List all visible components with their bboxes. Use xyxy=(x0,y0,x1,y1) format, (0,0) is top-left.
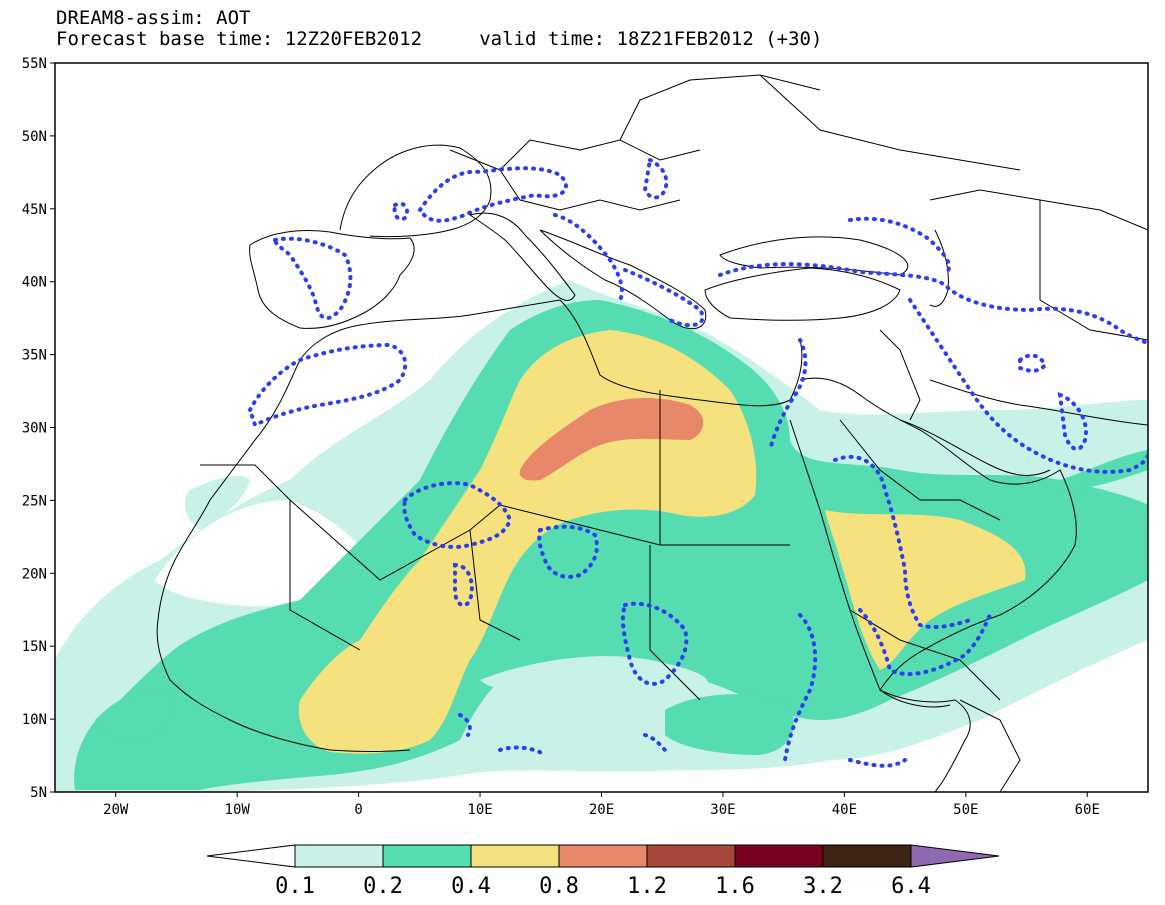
dotted-contour-pyrenees xyxy=(392,201,409,222)
dotted-contour-levant xyxy=(768,338,808,452)
border-saudi xyxy=(839,419,1001,521)
border-iraq-iran xyxy=(879,329,921,421)
colorbar-label: 0.8 xyxy=(539,874,579,899)
lon-tick-label: 10E xyxy=(467,802,492,818)
lon-tick-label: 50E xyxy=(953,802,978,818)
lat-tick-label: 30N xyxy=(22,421,47,437)
dotted-contour-chad xyxy=(643,733,667,752)
border-russia xyxy=(759,74,1021,171)
lat-tick-label: 45N xyxy=(22,202,47,218)
dotted-contour-tibesti xyxy=(453,562,474,608)
dotted-contour-niger-nigeria xyxy=(458,713,472,737)
lat-tick-label: 20N xyxy=(22,566,47,582)
coast-horn-africa xyxy=(879,689,971,792)
coast-italy xyxy=(468,212,576,301)
lon-tick-label: 40E xyxy=(832,802,857,818)
lat-tick-label: 50N xyxy=(22,129,47,145)
latitude-ticks: 55N 50N 45N 40N 35N 30N 25N 20N 15N 10N 5N xyxy=(22,56,55,801)
lat-tick-label: 55N xyxy=(22,56,47,72)
lon-tick-label: 20W xyxy=(103,802,129,818)
lon-tick-label: 20E xyxy=(589,802,614,818)
colorbar-segment xyxy=(558,844,648,868)
colorbar-labels: 0.1 0.2 0.4 0.8 1.2 1.6 3.2 6.4 xyxy=(275,874,931,899)
coast-red-sea xyxy=(789,419,951,708)
lat-tick-label: 25N xyxy=(22,493,47,509)
dotted-contour-yemen xyxy=(858,608,992,677)
aot-gap-sahel xyxy=(480,656,708,695)
colorbar-label: 1.2 xyxy=(627,874,667,899)
colorbar-segment xyxy=(646,844,736,868)
colorbar-label: 1.6 xyxy=(715,874,755,899)
coast-balkans xyxy=(539,229,707,330)
dotted-contour-carpathians xyxy=(642,156,669,200)
dotted-contour-anatolia xyxy=(718,262,1148,347)
dotted-contour-afghanistan xyxy=(1057,392,1088,451)
coastlines-borders xyxy=(156,74,1148,792)
border-somalia xyxy=(959,699,1021,792)
dotted-contour-arabia xyxy=(833,454,972,630)
colorbar-segment xyxy=(822,844,912,868)
border-central-asia xyxy=(1039,200,1148,341)
dotted-contour-greece xyxy=(623,268,705,328)
colorbar-segment xyxy=(470,844,560,868)
border-mali xyxy=(289,500,361,651)
border-chad-sudan xyxy=(649,545,701,701)
colorbar-label: 0.4 xyxy=(451,874,491,899)
map-subtitle: Forecast base time: 12Z20FEB2012 valid t… xyxy=(56,28,823,50)
coast-turkey xyxy=(704,267,901,321)
lon-tick-label: 0 xyxy=(354,802,362,818)
dotted-contour-ethiopia xyxy=(783,613,818,762)
dotted-contours xyxy=(247,156,1148,768)
coast-iberia xyxy=(249,230,415,329)
border-europe-3 xyxy=(619,74,821,141)
border-europe-2 xyxy=(499,169,681,211)
dotted-contour-saharan-mountains xyxy=(402,481,513,549)
colorbar-label: 3.2 xyxy=(803,874,843,899)
lat-tick-label: 10N xyxy=(22,712,47,728)
colorbar-right-arrow xyxy=(910,844,1000,868)
dotted-contour-zagros xyxy=(908,298,1148,474)
coast-iran xyxy=(929,379,1148,426)
colorbar-label: 6.4 xyxy=(891,874,931,899)
coast-west-africa xyxy=(156,439,411,752)
coast-black-sea xyxy=(719,236,909,276)
lon-tick-label: 30E xyxy=(710,802,735,818)
longitude-ticks: 20W 10W 0 10E 20E 30E 40E 50E 60E xyxy=(103,792,1100,818)
dotted-contour-caucasus xyxy=(848,216,951,277)
coast-north-africa xyxy=(254,299,803,441)
border-niger xyxy=(469,529,521,641)
coast-persian-gulf xyxy=(899,419,1051,476)
map-area xyxy=(55,63,1148,792)
dotted-contour-balkans xyxy=(553,213,624,302)
lat-tick-label: 15N xyxy=(22,639,47,655)
coast-france xyxy=(339,144,492,238)
dotted-contour-sudan-south xyxy=(498,745,547,757)
lat-tick-label: 5N xyxy=(30,785,47,801)
coast-arabia xyxy=(799,377,1077,691)
dotted-contour-iran xyxy=(1018,353,1048,373)
dotted-contour-darfur xyxy=(620,601,689,686)
colorbar-segment xyxy=(294,844,384,868)
aot-blob-east-africa xyxy=(665,694,794,755)
lon-tick-label: 60E xyxy=(1075,802,1100,818)
colorbar-label: 0.2 xyxy=(363,874,403,899)
colorbar-label: 0.1 xyxy=(275,874,315,899)
border-ethiopia xyxy=(849,609,1001,701)
dotted-contour-iberia xyxy=(272,236,353,321)
colorbar xyxy=(206,844,1000,868)
colorbar-segment xyxy=(734,844,824,868)
lat-tick-label: 35N xyxy=(22,348,47,364)
aot-core-libya-egypt xyxy=(519,398,704,481)
map-title: DREAM8-assim: AOT xyxy=(56,7,251,29)
dotted-contour-hoggar xyxy=(537,524,599,579)
dotted-contour-morocco xyxy=(247,342,408,428)
lon-tick-label: 10W xyxy=(225,802,251,818)
colorbar-left-arrow xyxy=(206,844,296,868)
aot-blob-senegal-coast xyxy=(95,691,172,741)
colorbar-segment xyxy=(382,844,472,868)
lat-tick-label: 40N xyxy=(22,275,47,291)
